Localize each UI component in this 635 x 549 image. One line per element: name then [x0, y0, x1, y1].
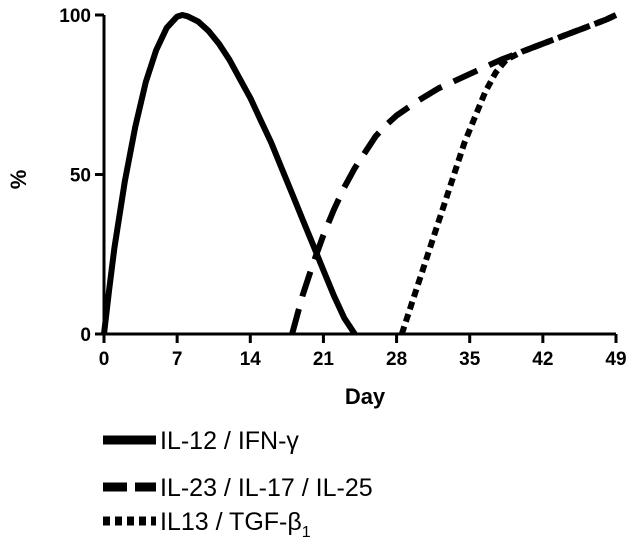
- series-line-1: [101, 12, 358, 336]
- y-ticks: 0 50 100: [59, 6, 104, 346]
- plot-lines: [101, 12, 618, 336]
- axes: 0 7 14 21 28 35 42 49 0 50 100: [59, 6, 626, 370]
- legend: IL-12 / IFN-γ IL-23 / IL-17 / IL-25 IL13 /…: [103, 427, 373, 541]
- legend-label-3: IL13 / TGF-β1: [160, 508, 311, 541]
- x-tick-label: 14: [240, 349, 262, 370]
- x-tick-label: 21: [313, 349, 335, 370]
- legend-label-2: IL-23 / IL-17 / IL-25: [160, 474, 373, 502]
- y-tick-label: 0: [80, 325, 91, 346]
- y-tick-label: 50: [70, 166, 91, 187]
- y-tick-label: 100: [59, 6, 91, 27]
- x-tick-label: 35: [459, 349, 481, 370]
- x-axis-title: Day: [345, 384, 386, 409]
- series-line-3: [398, 12, 618, 335]
- legend-label-1: IL-12 / IFN-γ: [160, 427, 299, 455]
- x-tick-label: 7: [172, 349, 183, 370]
- series-line-2: [289, 12, 618, 335]
- x-tick-label: 0: [99, 349, 110, 370]
- y-axis-title: %: [6, 170, 31, 190]
- x-ticks: 0 7 14 21 28 35 42 49: [99, 334, 627, 370]
- x-tick-label: 49: [605, 349, 626, 370]
- x-tick-label: 28: [386, 349, 407, 370]
- x-tick-label: 42: [532, 349, 553, 370]
